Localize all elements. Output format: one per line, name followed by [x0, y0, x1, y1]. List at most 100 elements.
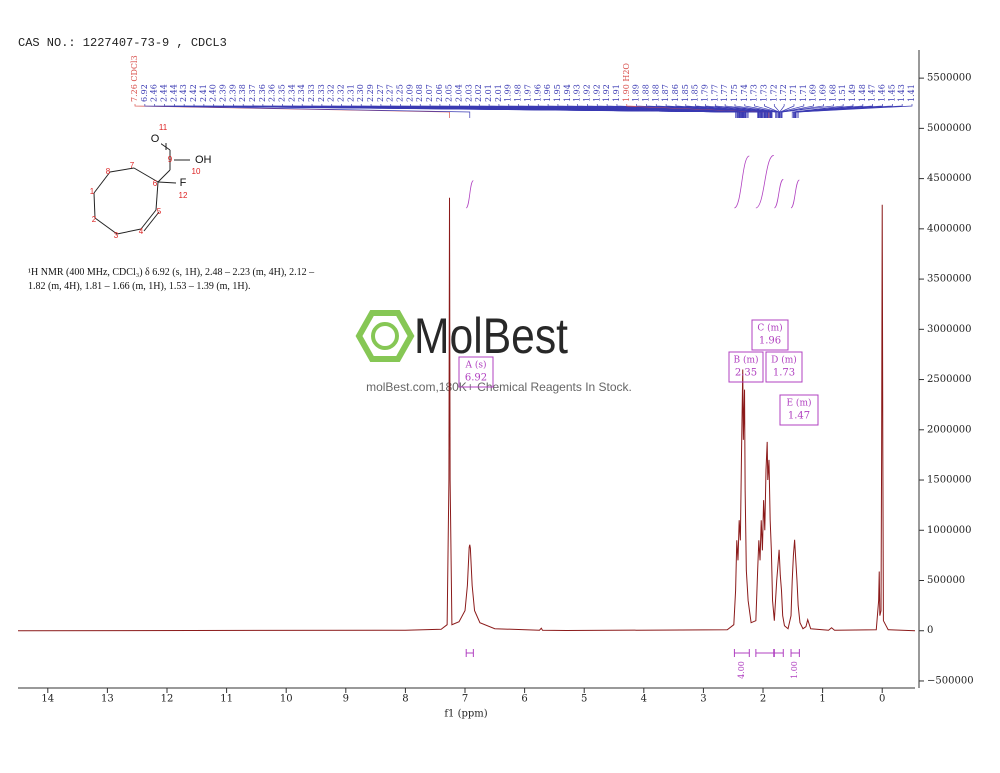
- peak-label: 2.36: [268, 84, 277, 102]
- y-tick-label: 3500000: [927, 274, 972, 285]
- peak-label: 2.34: [297, 84, 306, 102]
- x-axis-label: f1 (ppm): [444, 709, 487, 720]
- integral-curve: [734, 155, 750, 209]
- y-tick-label: 0: [927, 625, 933, 636]
- peak-label: 2.08: [415, 84, 424, 102]
- peak-label: 1.69: [818, 84, 827, 102]
- peak-label: 1.73: [750, 84, 759, 102]
- integral-curve: [755, 155, 774, 209]
- y-tick-label: 1000000: [927, 525, 972, 536]
- peak-label: 2.25: [396, 84, 405, 102]
- peak-label: 1.88: [651, 84, 660, 102]
- integral-bracket: [465, 649, 474, 657]
- peak-label: 1.93: [573, 84, 582, 102]
- atom-label: O: [151, 133, 160, 145]
- peak-label: 2.37: [248, 84, 257, 102]
- multiplet-name: B (m): [733, 355, 758, 366]
- peak-label: 2.32: [337, 84, 346, 102]
- bond: [157, 169, 171, 183]
- peak-label: 6.92: [140, 84, 149, 102]
- peak-label: 1.47: [868, 84, 877, 102]
- integral-bracket: [773, 649, 784, 657]
- integral-curve: [790, 179, 800, 209]
- atom-number: 7: [130, 161, 135, 170]
- x-tick-label: 2: [760, 694, 766, 705]
- x-tick-label: 0: [879, 694, 885, 705]
- peak-connector: [781, 104, 834, 118]
- peak-label: 1.46: [877, 84, 886, 102]
- peak-label: 1.69: [809, 84, 818, 102]
- peak-label: 1.71: [799, 84, 808, 102]
- x-tick-label: 13: [101, 694, 114, 705]
- peak-label: 2.41: [199, 84, 208, 102]
- integral-curve: [465, 180, 474, 209]
- x-tick-label: 5: [581, 694, 587, 705]
- peak-connector: [695, 104, 773, 118]
- x-tick-label: 11: [220, 694, 233, 705]
- atom-mask: [177, 177, 189, 189]
- peak-label: 1.49: [848, 84, 857, 102]
- peak-label: 2.44: [160, 84, 169, 102]
- atom-number: 11: [159, 123, 168, 132]
- x-tick-label: 8: [402, 694, 408, 705]
- y-tick-label: 5000000: [927, 123, 972, 134]
- y-tick-label: 2500000: [927, 374, 972, 385]
- logo-hexagon: [355, 310, 415, 362]
- peak-connector: [797, 104, 913, 118]
- peak-label: 1.41: [907, 84, 916, 102]
- peak-label: 1.45: [887, 84, 896, 102]
- atom-number: 9: [168, 155, 173, 164]
- multiplet-box: [765, 351, 803, 383]
- atom-mask: [193, 154, 213, 166]
- bond: [157, 181, 177, 184]
- peak-label: 1.74: [740, 84, 749, 102]
- y-tick-label: 5500000: [927, 73, 972, 84]
- peak-label: 1.92: [592, 84, 601, 102]
- nmr-annotation: ¹H NMR (400 MHz, CDCl₃) δ 6.92 (s, 1H), …: [28, 267, 315, 292]
- peak-label: 1.94: [563, 84, 572, 102]
- peak-connector: [675, 104, 772, 118]
- peak-label: 1.72: [779, 84, 788, 102]
- peak-connector: [791, 104, 844, 118]
- peak-label: 1.51: [838, 84, 847, 102]
- bond: [93, 192, 96, 219]
- bond: [155, 181, 159, 211]
- multiplet-name: A (s): [464, 360, 486, 371]
- peak-label: 2.36: [258, 84, 267, 102]
- peak-label: 2.43: [179, 84, 188, 102]
- peak-label: 2.42: [189, 84, 198, 102]
- logo-ring: [371, 322, 399, 350]
- bond: [93, 171, 111, 194]
- multiplet-box: [728, 351, 764, 383]
- y-tick-label: 500000: [927, 575, 965, 586]
- atom-number: 10: [192, 167, 201, 176]
- bond: [159, 142, 171, 151]
- x-tick-label: 12: [161, 694, 174, 705]
- atom-number: 12: [179, 191, 188, 200]
- peak-label: 2.27: [386, 84, 395, 102]
- multiplet-shift: 1.96: [759, 336, 781, 347]
- peak-label: 1.79: [700, 84, 709, 102]
- spectrum-line: [17, 197, 916, 632]
- peak-connector: [794, 104, 874, 118]
- peak-label: 2.38: [238, 84, 247, 102]
- peak-label: 2.39: [228, 84, 237, 102]
- peak-connector: [779, 104, 805, 118]
- peak-label: 2.30: [356, 84, 365, 102]
- peak-label: 2.33: [307, 84, 316, 102]
- chart-title: CAS NO.: 1227407-73-9 , CDCL3: [18, 36, 227, 50]
- peak-label: 1.92: [602, 84, 611, 102]
- atom-number: 3: [114, 231, 119, 240]
- multiplet-shift: 6.92: [465, 373, 487, 384]
- peak-label: 1.97: [523, 84, 532, 102]
- peak-label: 1.91: [612, 84, 621, 102]
- peak-label: 1.92: [582, 84, 591, 102]
- atom-number: 5: [157, 207, 162, 216]
- peak-label: 2.32: [327, 84, 336, 102]
- atom-number: 1: [90, 187, 95, 196]
- peak-label: 2.34: [287, 84, 296, 102]
- multiplet-shift: 1.47: [788, 411, 810, 422]
- peak-label: 2.39: [219, 84, 228, 102]
- bond: [116, 228, 142, 235]
